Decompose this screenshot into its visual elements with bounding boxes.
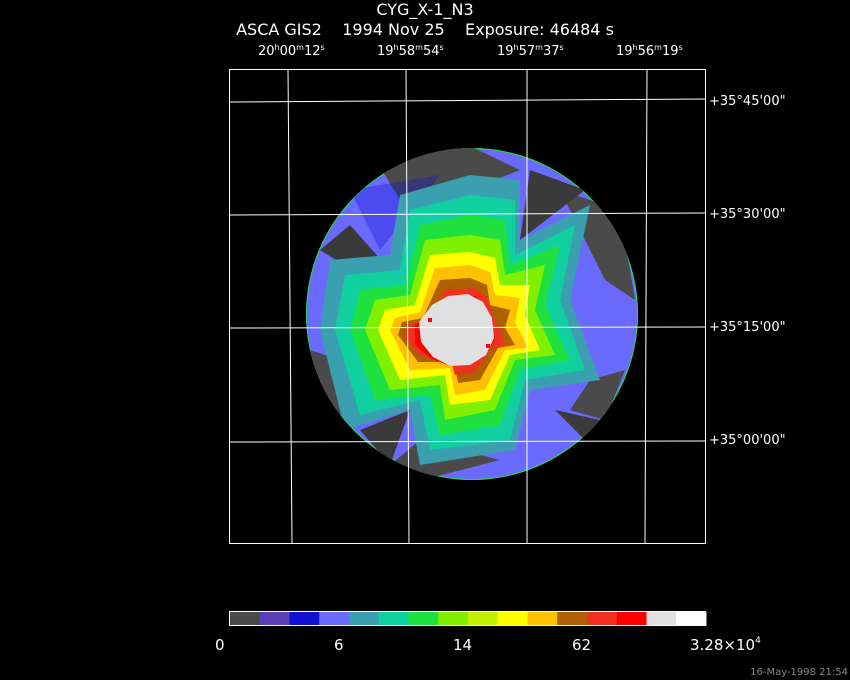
colorbar-swatch [557,612,588,626]
colorbar-swatch [259,612,290,626]
colorbar-frame [229,611,706,626]
timestamp: 16-May-1998 21:54 [750,667,848,678]
colorbar-tick-label: 62 [572,636,592,654]
colorbar [230,612,707,626]
dec-tick-label: +35°30'00" [709,207,786,222]
colorbar-tick-label: 3.28×104 [690,636,761,654]
observation-date: 1994 Nov 25 [342,20,445,39]
colorbar-swatch [438,612,469,626]
plot-title-target: CYG_X-1_N3 [376,0,474,19]
dec-tick-label: +35°00'00" [709,433,786,448]
plot-frame [229,69,706,544]
exposure-label: Exposure: 46484 s [465,20,614,39]
colorbar-tick-label: 14 [453,636,473,654]
colorbar-swatch [646,612,677,626]
colorbar-swatch [497,612,528,626]
ra-tick-label: 19h57m37s [497,43,564,59]
colorbar-swatch [616,612,647,626]
dec-tick-label: +35°15'00" [709,320,786,335]
colorbar-swatch [408,612,439,626]
ra-tick-label: 19h56m19s [616,43,683,59]
instrument-label: ASCA GIS2 [236,20,322,39]
colorbar-swatch [468,612,499,626]
colorbar-swatch [230,612,261,626]
coordinate-grid [229,69,706,544]
colorbar-swatch [676,612,707,626]
colorbar-tick-label: 0 [215,636,225,654]
colorbar-swatch [319,612,350,626]
xray-intensity-image [306,148,638,480]
colorbar-swatch [378,612,409,626]
colorbar-tick-label: 6 [334,636,344,654]
plot-title-info: ASCA GIS2 1994 Nov 25 Exposure: 46484 s [0,20,850,39]
colorbar-swatch [527,612,558,626]
ra-tick-label: 19h58m54s [377,43,444,59]
colorbar-swatch [587,612,618,626]
ra-tick-label: 20h00m12s [258,43,325,59]
colorbar-swatch [349,612,380,626]
dec-tick-label: +35°45'00" [709,94,786,109]
colorbar-swatch [289,612,320,626]
